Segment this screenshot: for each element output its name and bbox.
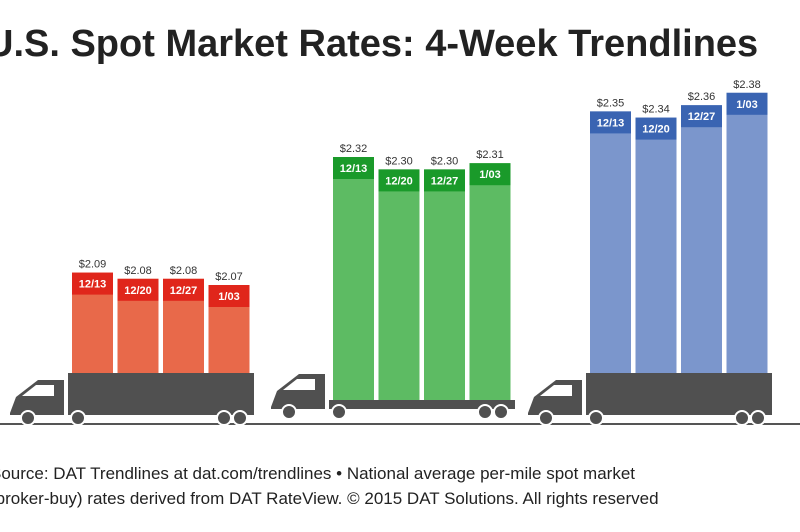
bar-date-band — [163, 278, 204, 301]
value-label: $2.36 — [688, 91, 716, 103]
value-label: $2.34 — [642, 104, 670, 116]
value-label: $2.09 — [79, 259, 107, 271]
bar — [726, 92, 768, 374]
truck-window — [283, 379, 315, 390]
value-label: $2.35 — [597, 97, 625, 109]
bar-date-label: 12/27 — [431, 175, 459, 187]
bar-date-band — [117, 278, 159, 301]
bar-date-band — [72, 272, 113, 295]
bar-date-band — [469, 163, 511, 186]
bar-date-label: 1/03 — [736, 99, 757, 111]
bar-date-label: 12/27 — [170, 285, 198, 297]
bar — [681, 105, 722, 373]
value-label: $2.31 — [476, 149, 504, 161]
bar-date-label: 12/13 — [597, 117, 625, 129]
bar — [424, 169, 465, 400]
value-label: $2.08 — [170, 265, 198, 277]
truck-wheel — [232, 410, 248, 426]
truck-wheel — [70, 410, 86, 426]
source-line: (broker-buy) rates derived from DAT Rate… — [0, 489, 659, 508]
bar-date-band — [590, 111, 631, 134]
truck-wheel — [20, 410, 36, 426]
bar-date-label: 12/20 — [642, 124, 670, 136]
bar — [378, 169, 420, 400]
truck-trailer — [68, 373, 254, 415]
bar — [590, 111, 631, 374]
truck-wheel — [216, 410, 232, 426]
bar-date-label: 1/03 — [218, 291, 239, 303]
value-label: $2.07 — [215, 271, 243, 283]
bar-date-band — [726, 92, 768, 115]
bar-date-band — [424, 169, 465, 192]
value-label: $2.32 — [340, 143, 368, 155]
source-line: Source: DAT Trendlines at dat.com/trendl… — [0, 464, 635, 483]
bar — [333, 157, 374, 400]
value-label: $2.30 — [385, 155, 413, 167]
truck-wheel — [734, 410, 750, 426]
truck-wheel — [588, 410, 604, 426]
bar-date-label: 12/20 — [385, 175, 413, 187]
bar — [635, 117, 677, 373]
bar-date-band — [208, 285, 250, 307]
value-label: $2.38 — [733, 79, 761, 91]
truck-window — [540, 385, 572, 396]
bar-date-band — [378, 169, 420, 192]
bar-date-band — [635, 117, 677, 140]
truck-wheel — [331, 404, 347, 420]
bar-date-label: 12/27 — [688, 111, 716, 123]
bar-date-label: 1/03 — [479, 169, 500, 181]
truck-wheel — [538, 410, 554, 426]
bar-date-band — [333, 157, 374, 179]
value-label: $2.08 — [124, 265, 152, 277]
truck-wheel — [477, 404, 493, 420]
bar-date-label: 12/13 — [79, 279, 107, 291]
truck-trailer — [586, 373, 772, 415]
bar-date-label: 12/13 — [340, 163, 368, 175]
truck-wheel — [493, 404, 509, 420]
bar-date-band — [681, 105, 722, 128]
bar — [469, 163, 511, 400]
truck-window — [22, 385, 54, 396]
chart-title: U.S. Spot Market Rates: 4-Week Trendline… — [0, 23, 758, 65]
bar-date-label: 12/20 — [124, 285, 152, 297]
truck-wheel — [750, 410, 766, 426]
truck-bed — [329, 400, 515, 409]
value-label: $2.30 — [431, 155, 459, 167]
truck-wheel — [281, 404, 297, 420]
